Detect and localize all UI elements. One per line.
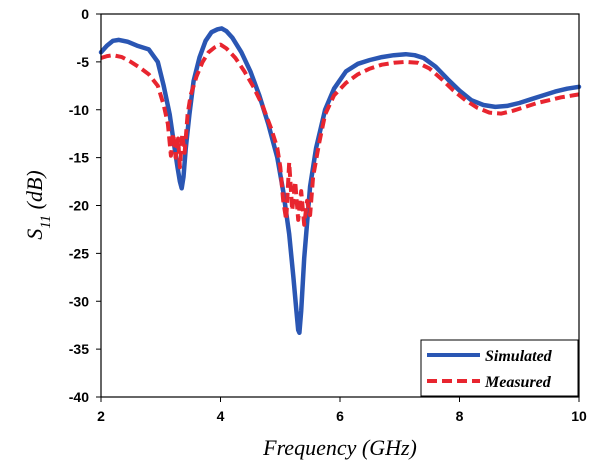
y-tick-label: -20 (69, 198, 89, 214)
y-tick-label: -15 (69, 150, 89, 166)
series-line-measured (100, 42, 580, 227)
y-tick-label: -10 (69, 102, 89, 118)
plot-frame (100, 13, 580, 398)
x-tick-labels: 2 4 6 8 10 (97, 408, 587, 424)
y-axis-title-unit: (dB) (22, 170, 47, 215)
y-tick-marks (96, 13, 101, 398)
y-tick-label: -5 (77, 54, 90, 70)
legend: Simulated Measured (420, 339, 579, 397)
legend-box (420, 339, 579, 397)
x-tick-label: 8 (456, 408, 464, 424)
plot-lines (98, 26, 582, 336)
x-axis-title: Frequency (GHz) (262, 435, 417, 460)
y-axis-title-main: S (22, 229, 47, 240)
x-tick-marks (100, 397, 580, 402)
x-tick-label: 4 (217, 408, 225, 424)
y-axis-title: S11 (dB) (22, 170, 54, 239)
y-tick-label: -35 (69, 341, 89, 357)
legend-label-simulated: Simulated (485, 348, 553, 365)
y-tick-label: -40 (69, 389, 89, 405)
y-tick-labels: 0 -5 -10 -15 -20 -25 -30 -35 -40 (69, 6, 89, 405)
legend-label-measured: Measured (484, 374, 552, 391)
series-line-simulated (98, 26, 582, 336)
x-tick-label: 10 (571, 408, 587, 424)
x-tick-label: 6 (336, 408, 344, 424)
y-axis-title-sub: 11 (38, 215, 54, 229)
y-tick-label: -30 (69, 293, 89, 309)
y-tick-label: 0 (81, 6, 89, 22)
y-tick-label: -25 (69, 245, 89, 261)
x-tick-label: 2 (97, 408, 105, 424)
